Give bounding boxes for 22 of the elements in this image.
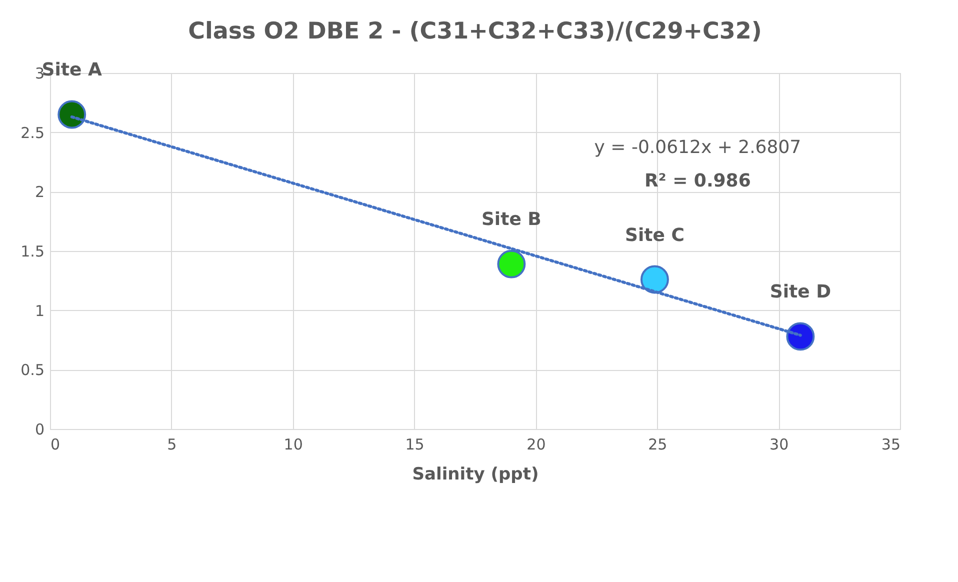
annotation: Site C [624, 225, 684, 246]
y-tick-label: 1.5 [20, 242, 44, 260]
annotation: y = -0.0612x + 2.6807 [594, 136, 802, 158]
annotation: Site B [481, 209, 542, 230]
annotation: Site D [770, 281, 832, 302]
x-tick-label: 30 [770, 436, 789, 454]
x-tick-label: 35 [881, 436, 900, 454]
y-tick-label: 1 [34, 302, 44, 320]
y-tick-label: 0 [34, 420, 44, 438]
y-tick-label: 0.5 [20, 361, 44, 380]
x-tick-label: 10 [284, 436, 303, 454]
x-tick-label: 0 [50, 436, 60, 454]
y-tick-label: 3 [34, 64, 44, 82]
y-tick-label: 2.5 [20, 124, 44, 142]
chart-title: Class O2 DBE 2 - (C31+C32+C33)/(C29+C32) [188, 18, 762, 45]
y-tick-label: 2 [34, 183, 44, 202]
x-axis-title: Salinity (ppt) [412, 464, 539, 484]
x-tick-label: 5 [167, 436, 177, 454]
x-tick-label: 20 [526, 436, 546, 454]
x-tick-label: 15 [405, 436, 424, 454]
annotation: R² = 0.986 [644, 170, 751, 192]
x-tick-label: 25 [648, 436, 668, 454]
